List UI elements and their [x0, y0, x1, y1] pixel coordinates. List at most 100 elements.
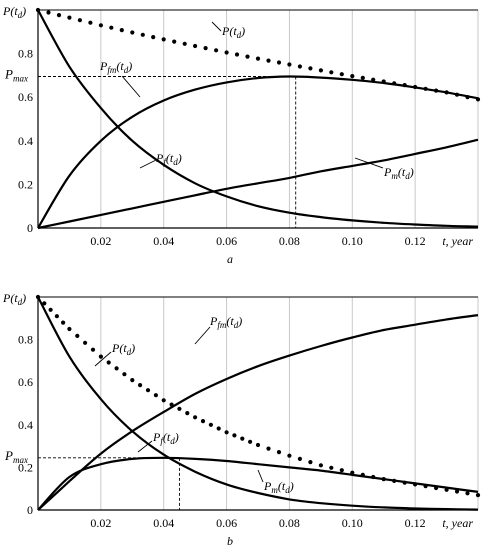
x-tick-label: 0.08: [279, 234, 300, 248]
series-point-p-t-d: [193, 415, 198, 420]
y-tick-label: 0.4: [18, 134, 33, 148]
y-axis-label: P(td): [2, 4, 26, 20]
y-tick-label: 0: [27, 503, 33, 517]
series-point-p-t-d: [287, 62, 292, 67]
x-tick-label: 0.12: [405, 234, 426, 248]
y-tick-label: 0.8: [18, 333, 33, 347]
series-point-p-t-d: [350, 74, 355, 79]
series-leader-p-m-t-d: [354, 157, 384, 169]
series-leader-p-f-t-d: [137, 440, 153, 453]
series-point-p-t-d: [77, 18, 82, 23]
series-point-p-t-d: [88, 20, 93, 25]
chart-panel-a: 0.02 0.04 0.06 0.08 0.10 0.12 0 0.2 0.4 0.6 0.8 P(t…: [2, 4, 481, 266]
series-point-p-t-d: [130, 30, 135, 35]
series-point-p-t-d: [266, 58, 271, 63]
series-line-p-f-t-d: [37, 296, 479, 511]
series-point-p-t-d: [475, 493, 481, 498]
series-point-p-t-d: [119, 28, 124, 33]
series-point-p-t-d: [54, 314, 60, 319]
y-axis-label: P(td): [2, 291, 26, 307]
series-point-p-t-d: [145, 388, 151, 393]
series-point-p-t-d: [454, 489, 460, 494]
x-tick-label: 0.04: [153, 234, 174, 248]
series-point-p-t-d: [177, 406, 182, 411]
series-point-p-t-d: [329, 465, 334, 470]
series-label-p-f-t-d: Pf(td): [152, 430, 179, 446]
y-tick-label: 0.2: [18, 177, 33, 191]
series-point-p-t-d: [161, 398, 166, 403]
series-point-p-t-d: [224, 430, 229, 435]
series-point-p-t-d: [61, 320, 66, 325]
series-point-p-t-d: [339, 72, 344, 77]
x-tick-label: 0.08: [279, 516, 300, 530]
series-point-p-t-d: [153, 393, 158, 398]
series-line-p-fm-t-d: [37, 456, 479, 511]
x-tick-label: 0.02: [90, 516, 111, 530]
series-point-p-t-d: [138, 383, 143, 388]
series-point-p-t-d: [75, 333, 80, 338]
series-point-p-t-d: [56, 13, 62, 18]
series-point-p-t-d: [224, 50, 229, 55]
y-tick-label: 0.6: [18, 90, 33, 104]
series-point-p-t-d: [240, 436, 245, 441]
x-tick-label: 0.10: [342, 234, 363, 248]
series-point-p-t-d: [109, 25, 114, 30]
panel-label: a: [227, 252, 233, 266]
series-point-p-t-d: [122, 372, 127, 377]
series-leader-p-t-d: [94, 351, 112, 367]
series-point-p-t-d: [200, 419, 206, 424]
pmax-label: Pmax: [4, 448, 28, 465]
series-point-p-t-d: [185, 411, 190, 416]
series-point-p-t-d: [255, 442, 261, 448]
series-point-p-t-d: [48, 307, 53, 312]
series-point-p-t-d: [140, 32, 145, 37]
series-point-p-t-d: [287, 453, 292, 458]
y-tick-label: 0.2: [18, 460, 33, 474]
x-tick-label: 0.06: [216, 516, 237, 530]
series-leader-p-fm-t-d: [194, 326, 211, 345]
series-point-p-t-d: [203, 46, 208, 51]
y-tick-label: 0.6: [18, 375, 33, 389]
series-leader-p-m-t-d: [257, 469, 264, 483]
series-point-p-t-d: [266, 446, 271, 451]
pmax-label: Pmax: [4, 66, 28, 83]
series-label-p-f-t-d: Pf(td): [155, 151, 182, 167]
series-point-p-t-d: [308, 66, 313, 71]
series-point-p-t-d: [182, 41, 187, 46]
series-label-p-fm-t-d: Pfm(td): [99, 59, 132, 75]
series-point-p-t-d: [130, 378, 135, 383]
series-label-p-t-d: P(td): [221, 24, 245, 40]
series-point-p-t-d: [208, 422, 213, 427]
series-label-p-m-t-d: Pm(td): [383, 165, 414, 181]
series-point-p-t-d: [276, 60, 282, 65]
series-point-p-t-d: [360, 75, 365, 80]
series-point-p-t-d: [67, 326, 72, 332]
series-point-p-t-d: [297, 64, 302, 69]
series-line-p-m-t-d: [37, 138, 479, 230]
series-leader-p-t-d: [211, 21, 222, 32]
series-leader-p-fm-t-d: [121, 75, 141, 98]
series-point-p-t-d: [329, 70, 334, 75]
series-point-p-t-d: [83, 340, 88, 345]
series-point-p-t-d: [297, 456, 302, 461]
series-point-p-t-d: [318, 68, 323, 73]
series-point-p-t-d: [232, 433, 237, 438]
series-point-p-t-d: [465, 491, 470, 496]
series-point-p-t-d: [193, 43, 198, 49]
series-point-p-t-d: [106, 360, 111, 365]
series-point-p-t-d: [255, 56, 261, 61]
series-line-p-m-t-d: [37, 314, 479, 511]
x-axis-label: t, year: [442, 234, 473, 248]
x-tick-label: 0.06: [216, 234, 237, 248]
series-label-p-fm-t-d: Pfm(td): [209, 314, 242, 330]
x-tick-label: 0.02: [90, 234, 111, 248]
series-point-p-t-d: [98, 23, 103, 28]
series-point-p-t-d: [214, 48, 219, 53]
series-label-p-t-d: P(td): [111, 341, 135, 357]
series-point-p-t-d: [161, 37, 166, 42]
series-line-p-fm-t-d: [37, 75, 479, 229]
series-line-p-f-t-d: [37, 9, 479, 228]
series-point-p-t-d: [318, 463, 323, 468]
x-tick-label: 0.10: [342, 516, 363, 530]
